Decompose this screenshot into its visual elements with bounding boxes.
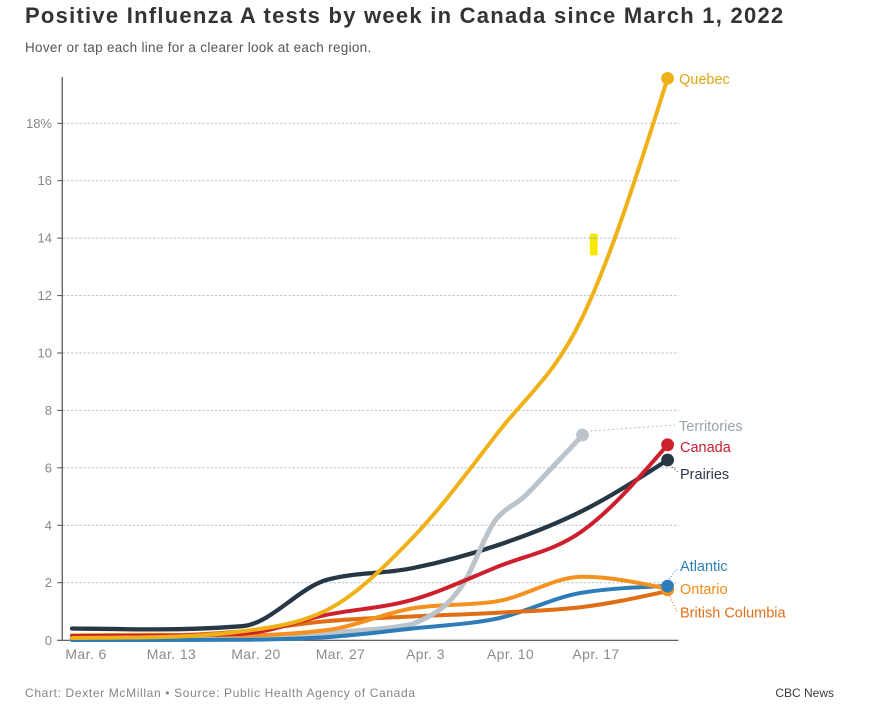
svg-text:Atlantic: Atlantic — [680, 559, 728, 575]
svg-text:Mar. 20: Mar. 20 — [231, 646, 281, 662]
svg-text:Apr. 10: Apr. 10 — [487, 646, 534, 662]
svg-text:10: 10 — [38, 346, 52, 361]
svg-text:8: 8 — [45, 403, 52, 418]
svg-text:Prairies: Prairies — [680, 467, 729, 483]
svg-text:18%: 18% — [26, 116, 52, 131]
svg-text:4: 4 — [45, 518, 52, 533]
svg-text:Quebec: Quebec — [679, 72, 730, 88]
svg-text:Apr. 3: Apr. 3 — [406, 646, 445, 662]
svg-text:Canada: Canada — [680, 440, 732, 456]
svg-text:British Columbia: British Columbia — [680, 606, 786, 622]
svg-text:Mar. 13: Mar. 13 — [147, 646, 197, 662]
svg-text:6: 6 — [45, 460, 52, 475]
svg-text:Chart: Dexter McMillan • Sourc: Chart: Dexter McMillan • Source: Public … — [25, 686, 416, 700]
svg-text:14: 14 — [38, 231, 52, 246]
svg-text:Positive Influenza A tests by: Positive Influenza A tests by week in Ca… — [25, 3, 784, 28]
svg-text:Mar. 6: Mar. 6 — [65, 646, 106, 662]
svg-text:Hover or tap each line for a c: Hover or tap each line for a clearer loo… — [25, 40, 372, 55]
svg-text:Mar. 27: Mar. 27 — [316, 646, 366, 662]
svg-text:0: 0 — [45, 633, 52, 648]
svg-text:2: 2 — [45, 575, 52, 590]
svg-text:CBC News: CBC News — [775, 686, 834, 700]
svg-text:Apr. 17: Apr. 17 — [572, 646, 619, 662]
svg-text:Territories: Territories — [679, 419, 743, 435]
svg-text:12: 12 — [38, 288, 52, 303]
svg-text:Ontario: Ontario — [680, 582, 728, 598]
svg-text:16: 16 — [38, 173, 52, 188]
